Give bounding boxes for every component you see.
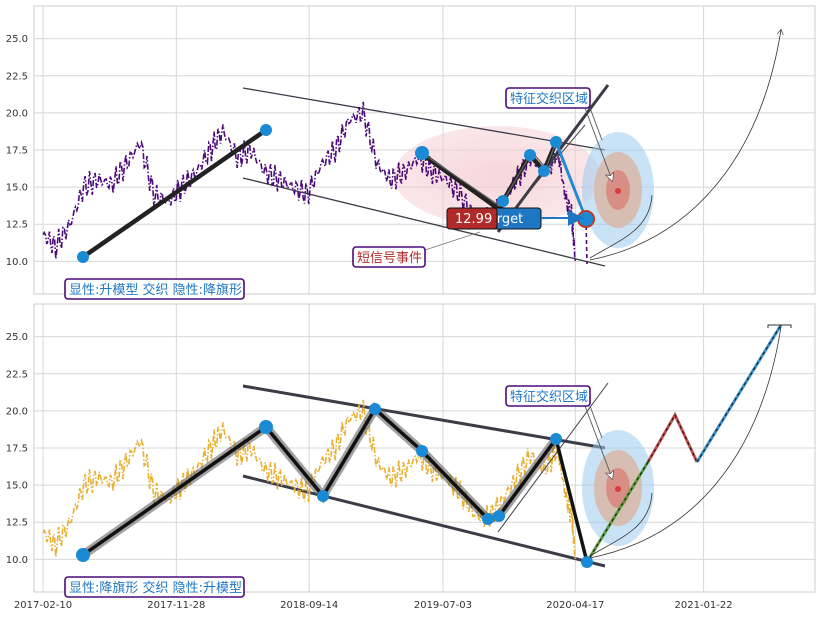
top-y-tick-label: 20.0 xyxy=(6,108,28,119)
top-pattern-label: 显性:升模型 交织 隐性:降旗形 xyxy=(64,278,245,300)
bottom-projection-segment-green-dash xyxy=(586,461,649,563)
bottom-pattern-label-text: 显性:降旗形 交织 隐性:升模型 xyxy=(69,580,242,596)
top-target-zone xyxy=(582,132,654,248)
bottom-pivot-marker xyxy=(369,403,381,415)
x-tick-label: 2018-09-14 xyxy=(280,600,338,611)
bottom-pivot-marker xyxy=(76,548,90,562)
x-tick-label: 2019-07-03 xyxy=(414,600,472,611)
top-y-tick-label: 25.0 xyxy=(6,34,28,45)
x-tick-label: 2020-04-17 xyxy=(546,600,604,611)
top-target-value: 12.99 xyxy=(455,212,492,227)
top-region-label-text: 特征交织区域 xyxy=(510,91,588,107)
top-region-arrow xyxy=(584,107,612,180)
top-pivot-marker xyxy=(497,195,509,207)
bottom-region-label: 特征交织区域 xyxy=(505,385,591,407)
bottom-pattern-label: 显性:降旗形 交织 隐性:升模型 xyxy=(64,576,245,598)
x-tick-labels: 2017-02-10 2017-11-28 2018-09-14 2019-07-03… xyxy=(14,600,733,611)
top-y-tick-labels: 10.0 12.5 15.0 17.5 20.0 22.5 25.0 xyxy=(6,34,28,268)
top-pivot-marker xyxy=(550,136,562,148)
top-y-tick-label: 10.0 xyxy=(6,257,28,268)
top-pivot-marker xyxy=(415,146,429,160)
top-y-tick-label: 15.0 xyxy=(6,183,28,194)
bottom-pivot-marker xyxy=(317,490,329,502)
bottom-y-tick-label: 10.0 xyxy=(6,555,28,566)
bottom-projection-segment-red-dash xyxy=(647,413,698,463)
x-tick-label: 2021-01-22 xyxy=(675,600,733,611)
x-tick-label: 2017-11-28 xyxy=(147,600,205,611)
bottom-gridlines xyxy=(34,304,815,592)
bottom-target-center-dot xyxy=(615,486,621,492)
top-target-label: Target 12.99 xyxy=(446,207,584,230)
bottom-pivot-marker xyxy=(493,510,505,522)
bottom-region-arrow xyxy=(584,405,612,478)
top-chart-panel: 10.0 12.5 15.0 17.5 20.0 22.5 25.0 xyxy=(6,5,816,300)
bottom-projection-path xyxy=(585,324,792,563)
bottom-projection-curve xyxy=(589,326,782,559)
top-pattern-line-up xyxy=(81,128,268,259)
bottom-breakout-line xyxy=(497,382,609,533)
top-pivot-marker xyxy=(260,124,272,136)
bottom-channel-upper-line xyxy=(242,384,606,450)
top-y-tick-label: 12.5 xyxy=(6,220,28,231)
top-event-label-box xyxy=(352,246,426,268)
top-y-tick-label: 17.5 xyxy=(6,146,28,157)
top-projection-curve-inner xyxy=(589,194,653,259)
bottom-pivot-marker xyxy=(550,433,562,445)
top-pivot-marker xyxy=(524,149,536,161)
top-projection-curve xyxy=(589,30,781,261)
bottom-region-arrow-2 xyxy=(589,405,603,439)
top-channel-upper-line xyxy=(242,87,606,151)
bottom-y-tick-label: 20.0 xyxy=(6,406,28,417)
bottom-projection-curve-inner xyxy=(589,492,653,557)
bottom-y-tick-label: 22.5 xyxy=(6,369,28,380)
top-pattern-label-text: 显性:升模型 交织 隐性:降旗形 xyxy=(69,282,242,298)
top-pivot-marker xyxy=(538,165,550,177)
bottom-chart-panel: 10.012.515.017.520.022.525.0 2017-02-10 2… xyxy=(6,303,816,611)
bottom-y-tick-label: 15.0 xyxy=(6,481,28,492)
bottom-pivot-marker xyxy=(581,556,593,568)
top-region-label-box xyxy=(505,87,591,109)
bottom-pivot-marker xyxy=(482,513,494,525)
top-target-center-dot xyxy=(615,188,621,194)
bottom-target-zone xyxy=(582,430,654,546)
top-pattern-zigzag-thin xyxy=(421,139,558,207)
bottom-pattern-label-box xyxy=(64,576,245,598)
bottom-region-label-text: 特征交织区域 xyxy=(510,389,588,405)
bottom-pivot-markers xyxy=(76,403,593,568)
top-pink-feature-region xyxy=(394,126,600,226)
bottom-region-label-box xyxy=(505,385,591,407)
bottom-projection-end-bracket xyxy=(767,324,792,328)
top-y-tick-label: 22.5 xyxy=(6,71,28,82)
top-blue-signal-line xyxy=(554,141,588,220)
bottom-channel-lower-line xyxy=(242,474,606,568)
bottom-y-tick-label: 25.0 xyxy=(6,332,28,343)
top-region-label: 特征交织区域 xyxy=(505,87,591,109)
bottom-pivot-marker xyxy=(416,445,428,457)
top-event-label-text: 短信号事件 xyxy=(357,251,422,266)
top-target-value-box xyxy=(446,207,498,230)
top-event-leader-line xyxy=(424,231,481,251)
top-region-arrow-2 xyxy=(589,107,603,141)
top-gridlines xyxy=(34,6,815,294)
bottom-pivot-marker xyxy=(259,420,273,434)
top-event-label: 短信号事件 xyxy=(352,246,426,268)
bottom-y-tick-label: 12.5 xyxy=(6,518,28,529)
top-pattern-label-box xyxy=(64,278,245,300)
top-pivot-marker xyxy=(77,251,89,263)
top-signal-marker xyxy=(577,210,595,228)
bottom-y-tick-labels: 10.0 12.5 15.0 17.5 20.0 22.5 25.0 xyxy=(6,332,28,566)
x-tick-label: 2017-02-10 xyxy=(14,600,72,611)
bottom-projection-segment-blue-dash xyxy=(696,324,782,463)
bottom-price-series-line xyxy=(42,399,577,560)
bottom-y-tick-label: 17.5 xyxy=(6,444,28,455)
